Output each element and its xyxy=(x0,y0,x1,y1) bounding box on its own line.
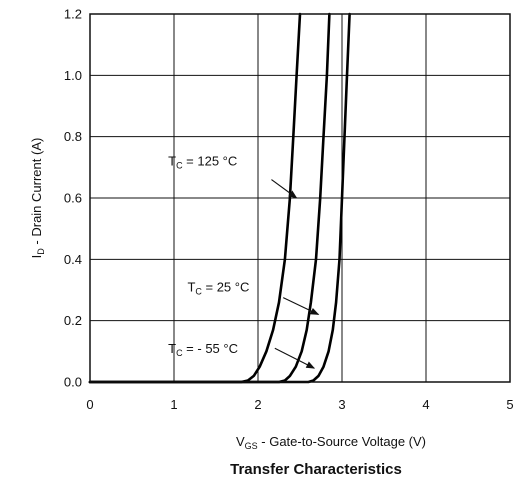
series-label-2: TC = 25 °C xyxy=(187,279,249,296)
x-tick-label: 1 xyxy=(170,397,177,412)
series-label-rest: = 25 °C xyxy=(202,279,249,294)
series-label-main: T xyxy=(168,154,176,169)
series-label-main: T xyxy=(168,341,176,356)
x-tick-label: 2 xyxy=(254,397,261,412)
x-axis-label: VGS - Gate-to-Source Voltage (V) xyxy=(236,434,426,451)
series-line-3 xyxy=(88,12,351,384)
chart-title: Transfer Characteristics xyxy=(230,461,402,478)
y-axis-label-sub: D xyxy=(36,248,46,255)
y-tick-label: 1.0 xyxy=(64,68,82,83)
y-tick-label: 0.2 xyxy=(64,313,82,328)
y-tick-label: 0.8 xyxy=(64,129,82,144)
y-tick-label: 1.2 xyxy=(64,7,82,22)
series-label-1: TC = 125 °C xyxy=(168,154,237,171)
series-line-2 xyxy=(88,12,331,384)
y-tick-label: 0.0 xyxy=(64,375,82,390)
plot-frame xyxy=(89,13,511,383)
x-tick-label: 4 xyxy=(422,397,429,412)
y-axis-label: ID - Drain Current (A) xyxy=(29,138,46,259)
y-tick-labels: 0.0 0.2 0.4 0.6 0.8 1.0 1.2 xyxy=(64,7,82,390)
series-label-rest: = - 55 °C xyxy=(183,341,238,356)
annotation-arrow xyxy=(274,347,316,369)
series-label-sub: C xyxy=(176,348,183,358)
annotation-arrow xyxy=(282,297,320,316)
annotations: TC = 125 °CTC = 25 °CTC = - 55 °C xyxy=(168,154,320,369)
x-tick-labels: 0 1 2 3 4 5 xyxy=(86,397,513,412)
series-label-sub: C xyxy=(176,161,183,171)
y-axis-label-rest: - Drain Current (A) xyxy=(29,138,44,249)
grid xyxy=(89,13,511,383)
y-axis-label-main: I xyxy=(29,255,44,259)
x-tick-label: 0 xyxy=(86,397,93,412)
series-label-main: T xyxy=(187,279,195,294)
x-axis-label-sub: GS xyxy=(245,441,258,451)
curves xyxy=(88,12,351,384)
x-axis-label-rest: - Gate-to-Source Voltage (V) xyxy=(258,434,426,449)
y-tick-label: 0.4 xyxy=(64,252,82,267)
series-label-rest: = 125 °C xyxy=(183,154,238,169)
series-line-1 xyxy=(88,12,302,384)
y-tick-label: 0.6 xyxy=(64,191,82,206)
x-tick-label: 5 xyxy=(506,397,513,412)
annotation-arrow xyxy=(271,179,298,199)
x-tick-label: 3 xyxy=(338,397,345,412)
series-label-3: TC = - 55 °C xyxy=(168,341,238,358)
series-label-sub: C xyxy=(195,286,202,296)
x-axis-label-main: V xyxy=(236,434,245,449)
